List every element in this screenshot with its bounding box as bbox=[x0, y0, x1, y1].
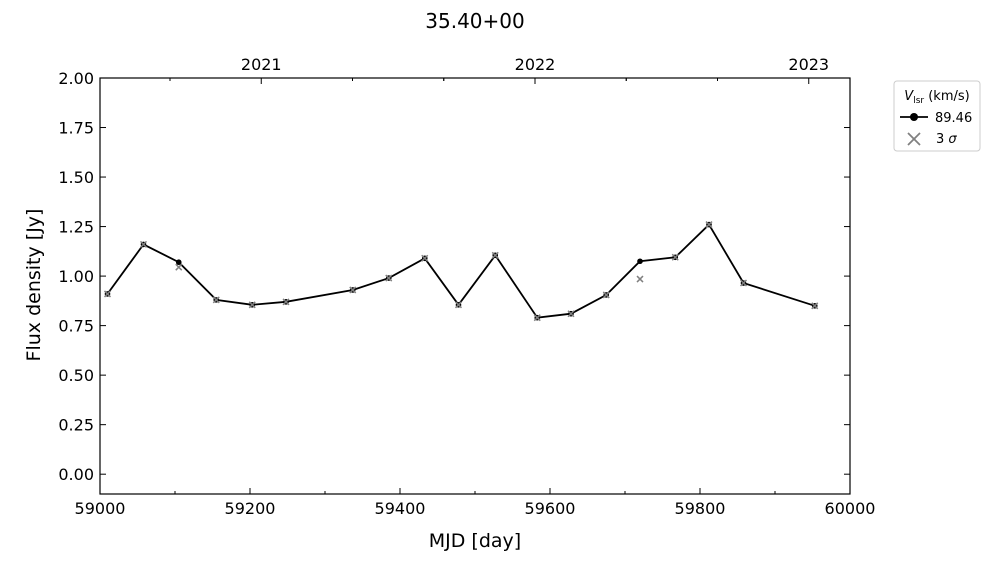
x-tick-label: 59200 bbox=[225, 499, 276, 518]
y-tick-label: 0.50 bbox=[58, 366, 94, 385]
legend-sigma-symbol: σ bbox=[948, 132, 957, 147]
plot-frame bbox=[99, 77, 851, 495]
legend-entry-sigma-label: 3 σ bbox=[936, 132, 957, 147]
x-tick-label: 59000 bbox=[75, 499, 126, 518]
sigma-marker bbox=[248, 301, 256, 309]
sigma-marker bbox=[421, 254, 429, 262]
legend-x-marker bbox=[907, 132, 921, 146]
legend-entry-series-label: 89.46 bbox=[935, 111, 972, 126]
sigma-marker bbox=[139, 240, 148, 248]
sigma-marker bbox=[385, 274, 393, 282]
x-tick-label: 60000 bbox=[825, 499, 876, 518]
y-tick-label: 2.00 bbox=[58, 69, 94, 88]
x-tick-labels: 59000 59200 59400 59600 59800 60000 bbox=[75, 499, 876, 518]
sigma-marker bbox=[491, 251, 499, 259]
axis-ticks bbox=[99, 77, 851, 494]
y-tick-labels: 0.00 0.25 0.50 0.75 1.00 1.25 1.50 1.75 2.00 bbox=[58, 69, 94, 484]
y-tick-label: 1.00 bbox=[58, 267, 94, 286]
sigma-marker bbox=[282, 298, 290, 306]
series-points-group bbox=[104, 221, 818, 321]
top-year-label: 2023 bbox=[788, 55, 829, 74]
sigma-marker bbox=[454, 301, 463, 309]
y-tick-label: 1.50 bbox=[58, 168, 94, 187]
top-year-label: 2022 bbox=[515, 55, 556, 74]
legend-title-symbol: V bbox=[904, 89, 914, 104]
y-tick-label: 0.75 bbox=[58, 317, 94, 336]
y-tick-label: 1.75 bbox=[58, 119, 94, 138]
y-tick-label: 1.25 bbox=[58, 218, 94, 237]
sigma-marker bbox=[671, 253, 679, 261]
sigma-marker bbox=[602, 291, 610, 299]
legend-box bbox=[893, 80, 981, 152]
data-point bbox=[637, 258, 643, 265]
sigma-marker bbox=[533, 314, 541, 322]
y-tick-label: 0.25 bbox=[58, 416, 94, 435]
chart-title: 35.40+00 bbox=[425, 9, 524, 33]
sigma-marker bbox=[636, 275, 644, 283]
sigma-marker bbox=[739, 279, 748, 287]
legend-title-subscript: lsr bbox=[913, 96, 924, 106]
x-axis-label: MJD [day] bbox=[429, 530, 521, 552]
top-year-label: 2021 bbox=[241, 55, 282, 74]
legend-title-unit: (km/s) bbox=[928, 89, 970, 104]
legend: Vlsr (km/s) 89.46 3 σ bbox=[893, 80, 981, 152]
series-line bbox=[106, 223, 816, 319]
sigma-points-group bbox=[103, 221, 819, 322]
legend-title: Vlsr (km/s) bbox=[904, 89, 969, 106]
data-point bbox=[175, 259, 182, 266]
sigma-marker bbox=[175, 263, 183, 271]
legend-sigma-number: 3 bbox=[936, 132, 944, 147]
legend-dot-marker bbox=[910, 113, 918, 121]
x-tick-label: 59400 bbox=[375, 499, 426, 518]
sigma-marker bbox=[212, 296, 220, 304]
sigma-marker bbox=[103, 290, 112, 298]
y-axis-label: Flux density [Jy] bbox=[23, 209, 45, 362]
x-tick-label: 59800 bbox=[675, 499, 726, 518]
series-line-group bbox=[106, 223, 816, 319]
sigma-marker bbox=[567, 310, 575, 318]
y-tick-label: 0.00 bbox=[58, 465, 94, 484]
x-tick-label: 59600 bbox=[525, 499, 576, 518]
sigma-marker bbox=[811, 302, 819, 310]
sigma-marker bbox=[705, 221, 713, 229]
sigma-marker bbox=[349, 286, 357, 294]
top-axis-year-labels: 2021 2022 2023 bbox=[241, 55, 829, 74]
